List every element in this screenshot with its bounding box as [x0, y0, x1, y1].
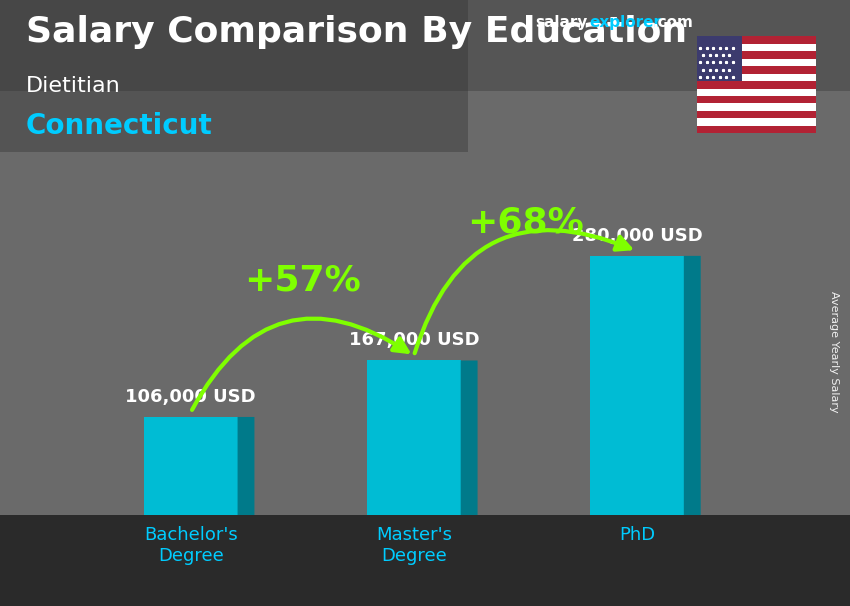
Bar: [697, 74, 816, 81]
Bar: [697, 88, 816, 96]
Polygon shape: [237, 417, 254, 515]
Text: 167,000 USD: 167,000 USD: [348, 331, 479, 350]
Bar: [697, 44, 816, 52]
Text: Dietitian: Dietitian: [26, 76, 120, 96]
Bar: [590, 256, 683, 515]
Text: Salary Comparison By Education: Salary Comparison By Education: [26, 15, 687, 49]
Bar: [697, 111, 816, 118]
Text: 280,000 USD: 280,000 USD: [571, 227, 702, 245]
Bar: [697, 66, 816, 74]
Bar: [697, 36, 742, 81]
Bar: [144, 417, 237, 515]
Text: .com: .com: [653, 15, 694, 30]
Bar: [697, 59, 816, 66]
Bar: [697, 118, 816, 126]
Bar: [0, 91, 850, 515]
Bar: [697, 81, 816, 88]
Bar: [697, 96, 816, 104]
Polygon shape: [683, 256, 700, 515]
Bar: [697, 104, 816, 111]
Bar: [367, 361, 461, 515]
Bar: [697, 36, 816, 44]
Text: Average Yearly Salary: Average Yearly Salary: [829, 291, 839, 412]
Bar: [697, 52, 816, 59]
Bar: [0, 0, 468, 152]
Text: Connecticut: Connecticut: [26, 112, 212, 140]
Bar: [0, 515, 850, 606]
Text: +68%: +68%: [467, 205, 584, 239]
Text: 106,000 USD: 106,000 USD: [126, 388, 256, 406]
Bar: [0, 0, 850, 91]
Bar: [697, 126, 816, 133]
Text: salary: salary: [536, 15, 588, 30]
Polygon shape: [461, 361, 478, 515]
Text: explorer: explorer: [589, 15, 661, 30]
Text: +57%: +57%: [244, 263, 360, 297]
